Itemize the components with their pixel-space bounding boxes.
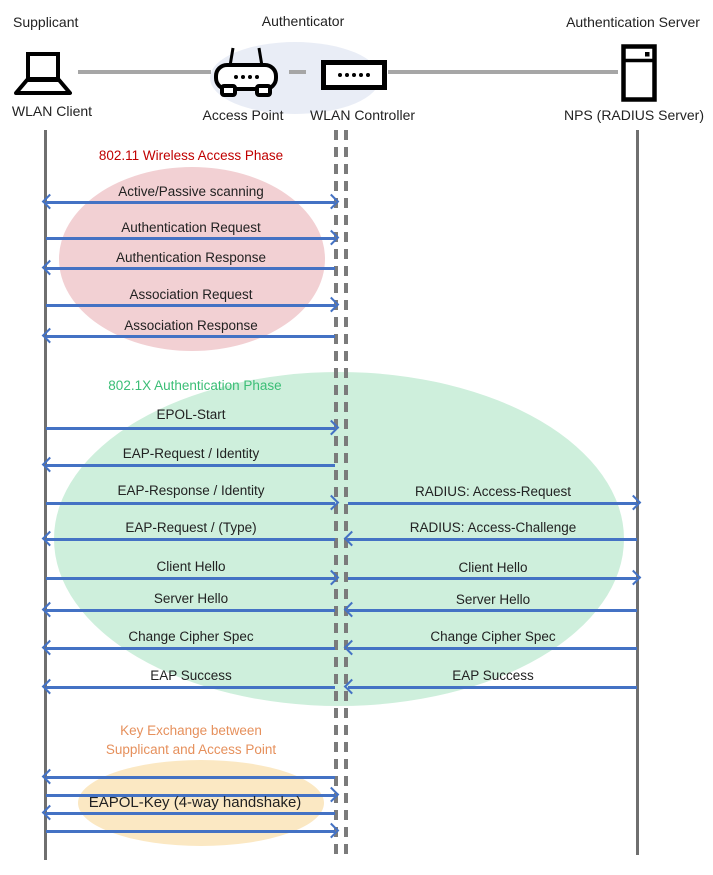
role-authentication-server: Authentication Server: [566, 14, 700, 30]
message-label: Server Hello: [153, 591, 229, 606]
lifeline-wlan-client: [44, 130, 47, 860]
message-label: Active/Passive scanning: [118, 184, 264, 199]
message-arrow-epol-start: [46, 420, 340, 436]
message-arrow-eap-success-right: [343, 679, 637, 695]
phase-title-80211-wireless-access: 802.11 Wireless Access Phase: [98, 148, 284, 163]
laptop-icon: [14, 52, 72, 95]
phase-title-key-exchange-line2: Supplicant and Access Point: [105, 742, 277, 757]
message-arrow-eap-request-identity: [41, 457, 335, 473]
connector-dash: [289, 70, 306, 74]
message-label: Association Response: [124, 318, 258, 333]
device-label-nps-radius-server: NPS (RADIUS Server): [563, 107, 705, 123]
device-label-wlan-client: WLAN Client: [11, 103, 93, 119]
message-label-eapol-key: EAPOL-Key (4-way handshake): [88, 794, 302, 811]
phase-title-key-exchange-line1: Key Exchange between: [120, 723, 262, 738]
role-authenticator: Authenticator: [261, 13, 345, 29]
connector-line: [388, 70, 618, 74]
message-label: Change Cipher Spec: [128, 629, 254, 644]
message-label: EPOL-Start: [156, 407, 226, 422]
message-label: EAP Success: [452, 668, 534, 683]
message-label: Client Hello: [458, 560, 528, 575]
message-label: Server Hello: [455, 592, 531, 607]
wlan-controller-icon: [321, 60, 387, 90]
message-label: EAP-Request / (Type): [125, 520, 257, 535]
message-arrow-server-hello-left: [41, 602, 335, 618]
message-arrow-eapol-key-2: [46, 787, 340, 803]
wireless-access-phase-ellipse: [59, 167, 325, 351]
message-arrow-auth-response: [41, 260, 335, 276]
message-arrow-radius-access-challenge: [343, 531, 637, 547]
message-label: Authentication Response: [115, 250, 267, 265]
device-label-access-point: Access Point: [202, 107, 284, 123]
message-label: EAP Success: [150, 668, 232, 683]
message-arrow-eapol-key-1: [41, 769, 335, 785]
device-label-wlan-controller: WLAN Controller: [309, 107, 416, 123]
role-supplicant: Supplicant: [13, 14, 79, 30]
message-arrow-eap-request-type: [41, 531, 335, 547]
message-arrow-server-hello-right: [343, 602, 637, 618]
message-arrow-scanning: [41, 194, 340, 210]
phase-title-8021x-authentication: 802.1X Authentication Phase: [108, 378, 282, 393]
message-label: RADIUS: Access-Challenge: [409, 520, 577, 535]
message-arrow-client-hello-left: [46, 570, 340, 586]
message-label: RADIUS: Access-Request: [414, 484, 572, 499]
message-arrow-radius-access-request: [348, 495, 642, 511]
message-label: Association Request: [129, 287, 253, 302]
connector-line: [78, 70, 211, 74]
lifeline-nps-server: [636, 130, 639, 855]
message-label: Client Hello: [156, 559, 226, 574]
message-arrow-change-cipher-right: [343, 640, 637, 656]
message-arrow-eapol-key-4: [46, 823, 340, 839]
server-icon: [621, 44, 657, 102]
message-label: Change Cipher Spec: [430, 629, 556, 644]
message-arrow-client-hello-right: [348, 570, 642, 586]
access-point-icon: [214, 47, 278, 97]
message-arrow-change-cipher-left: [41, 640, 335, 656]
lifeline-wlan-controller-dashed-right: [344, 130, 348, 854]
message-arrow-eapol-key-3: [41, 805, 335, 821]
message-label: Authentication Request: [121, 220, 261, 235]
message-arrow-assoc-response: [41, 328, 335, 344]
message-arrow-eap-success-left: [41, 679, 335, 695]
lifeline-wlan-controller-dashed-left: [334, 130, 338, 854]
message-label: EAP-Request / Identity: [122, 446, 260, 461]
message-arrow-assoc-request: [46, 297, 340, 313]
message-arrow-eap-response-identity: [46, 495, 340, 511]
message-arrow-auth-request: [46, 230, 340, 246]
message-label: EAP-Response / Identity: [117, 483, 265, 498]
